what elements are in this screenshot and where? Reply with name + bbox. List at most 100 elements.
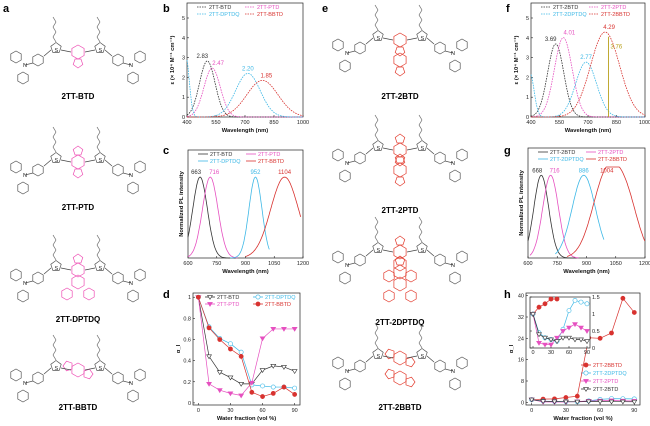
series-line-2tt-2ptd — [531, 37, 645, 118]
legend-entry: 2TT-2BTD — [550, 150, 575, 156]
phenyl-ring — [332, 148, 344, 162]
phenyl-ring — [339, 377, 351, 391]
phenyl-ring — [17, 389, 29, 403]
bond — [60, 267, 72, 271]
plot-frame — [187, 149, 304, 259]
sulfur-atom: S — [99, 266, 103, 272]
data-point — [584, 329, 590, 334]
thiophene-ring — [416, 140, 428, 151]
data-point — [292, 385, 298, 391]
y-axis-label: α_I — [176, 344, 182, 353]
bond — [96, 254, 101, 261]
data-point — [548, 296, 554, 302]
data-point — [548, 342, 554, 348]
molecule-2tt-bbtd: S S N N 2TT-BBTD — [10, 334, 146, 412]
peak-label: 4.29 — [603, 25, 615, 31]
y-tick-label: 5 — [526, 16, 529, 22]
peak-label: 4.01 — [563, 31, 575, 37]
thiadiazole-ring — [72, 168, 84, 179]
series-line-2tt-dptdq — [198, 297, 295, 389]
x-tick-label: 30 — [563, 408, 569, 414]
phenyl-ring — [112, 53, 124, 67]
data-point — [566, 335, 572, 341]
x-axis-label: Wavelength (nm) — [222, 128, 269, 134]
x-tick-label: 550 — [555, 120, 564, 126]
bond — [374, 114, 379, 121]
phenyl-ring — [405, 289, 417, 303]
legend-marker — [207, 302, 213, 307]
panel-label-f: f — [506, 3, 510, 15]
peak-label: 2.83 — [196, 54, 208, 60]
bond — [426, 355, 435, 363]
bond — [365, 355, 374, 363]
legend-marker — [583, 370, 589, 376]
legend-entry: 2TT-PTD — [217, 302, 239, 308]
data-point — [574, 399, 581, 405]
bond — [382, 249, 394, 253]
peak-label: 663 — [191, 170, 202, 176]
molecule-label: 2TT-2BBTD — [378, 403, 421, 412]
x-tick-label: 0 — [531, 350, 534, 356]
legend-entry: 2TT-2DPTDQ — [550, 157, 584, 163]
thiadiazole-ring — [394, 255, 406, 266]
bond — [52, 249, 57, 256]
pyrazine-core — [393, 142, 407, 158]
y-tick-label: 0.6 — [183, 337, 191, 343]
core-ring — [393, 244, 407, 260]
phenyl-ring — [127, 289, 139, 303]
molecule-structures: S S N N 2TT-BTD S S N N 2TT-PTD S S N N 2TT-DPTDQ S S N N 2… — [10, 4, 468, 412]
bond — [84, 159, 96, 163]
bond — [418, 134, 423, 141]
core-ring — [393, 264, 407, 280]
molecule-2tt-dptdq: S S N N 2TT-DPTDQ — [10, 234, 146, 324]
sulfur-atom: S — [55, 366, 59, 372]
peak-label: 2.77 — [580, 55, 592, 61]
bond — [60, 159, 72, 163]
phenyl-ring — [354, 253, 366, 267]
legend-entry: 2TT-2DPTDQ — [553, 12, 587, 18]
phenyl-ring — [383, 269, 395, 283]
y-tick-label: 0 — [592, 346, 595, 352]
bond — [96, 349, 101, 356]
data-point — [281, 384, 287, 390]
series-line-2tt-ptd — [186, 67, 303, 118]
x-tick-label: 600 — [523, 261, 532, 267]
series-line-2tt-2bbtd — [566, 166, 646, 257]
y-axis-label: α_I — [509, 344, 515, 353]
data-point — [291, 327, 298, 332]
phenyl-ring — [134, 50, 146, 64]
molecule-2tt-2bbtd: S S N N 2TT-2BBTD — [332, 322, 468, 412]
benzene-core — [393, 52, 407, 68]
bond — [52, 244, 57, 251]
bond — [346, 368, 356, 372]
y-tick-label: 4 — [182, 36, 185, 42]
phenyl-ring — [134, 160, 146, 174]
sulfur-atom: S — [377, 248, 381, 254]
bond — [84, 49, 96, 53]
x-tick-label: 1200 — [297, 261, 309, 267]
legend-entry: 2TT-BTD — [209, 5, 231, 11]
data-point — [260, 383, 265, 389]
sulfur-atom: S — [99, 366, 103, 372]
data-point — [292, 392, 298, 397]
data-point — [206, 325, 212, 331]
sulfur-atom: S — [55, 48, 59, 54]
bond — [52, 31, 57, 38]
legend-entry: 2TT-BBTD — [258, 159, 284, 165]
sulfur-atom: S — [421, 146, 425, 152]
x-tick-label: 0 — [530, 408, 533, 414]
phenyl-ring — [127, 71, 139, 85]
thiophene-ring — [50, 260, 62, 271]
phenyl-ring — [134, 268, 146, 282]
thiadiazole-ring — [62, 360, 73, 372]
data-point — [238, 381, 245, 387]
thiophene-ring — [372, 348, 384, 359]
panel-label-d: d — [163, 289, 170, 301]
bond — [96, 344, 101, 351]
phenyl-ring — [339, 59, 351, 73]
data-point — [548, 337, 554, 343]
bond — [43, 159, 52, 167]
phenyl-ring — [449, 59, 461, 73]
thiophene-ring — [50, 152, 62, 163]
